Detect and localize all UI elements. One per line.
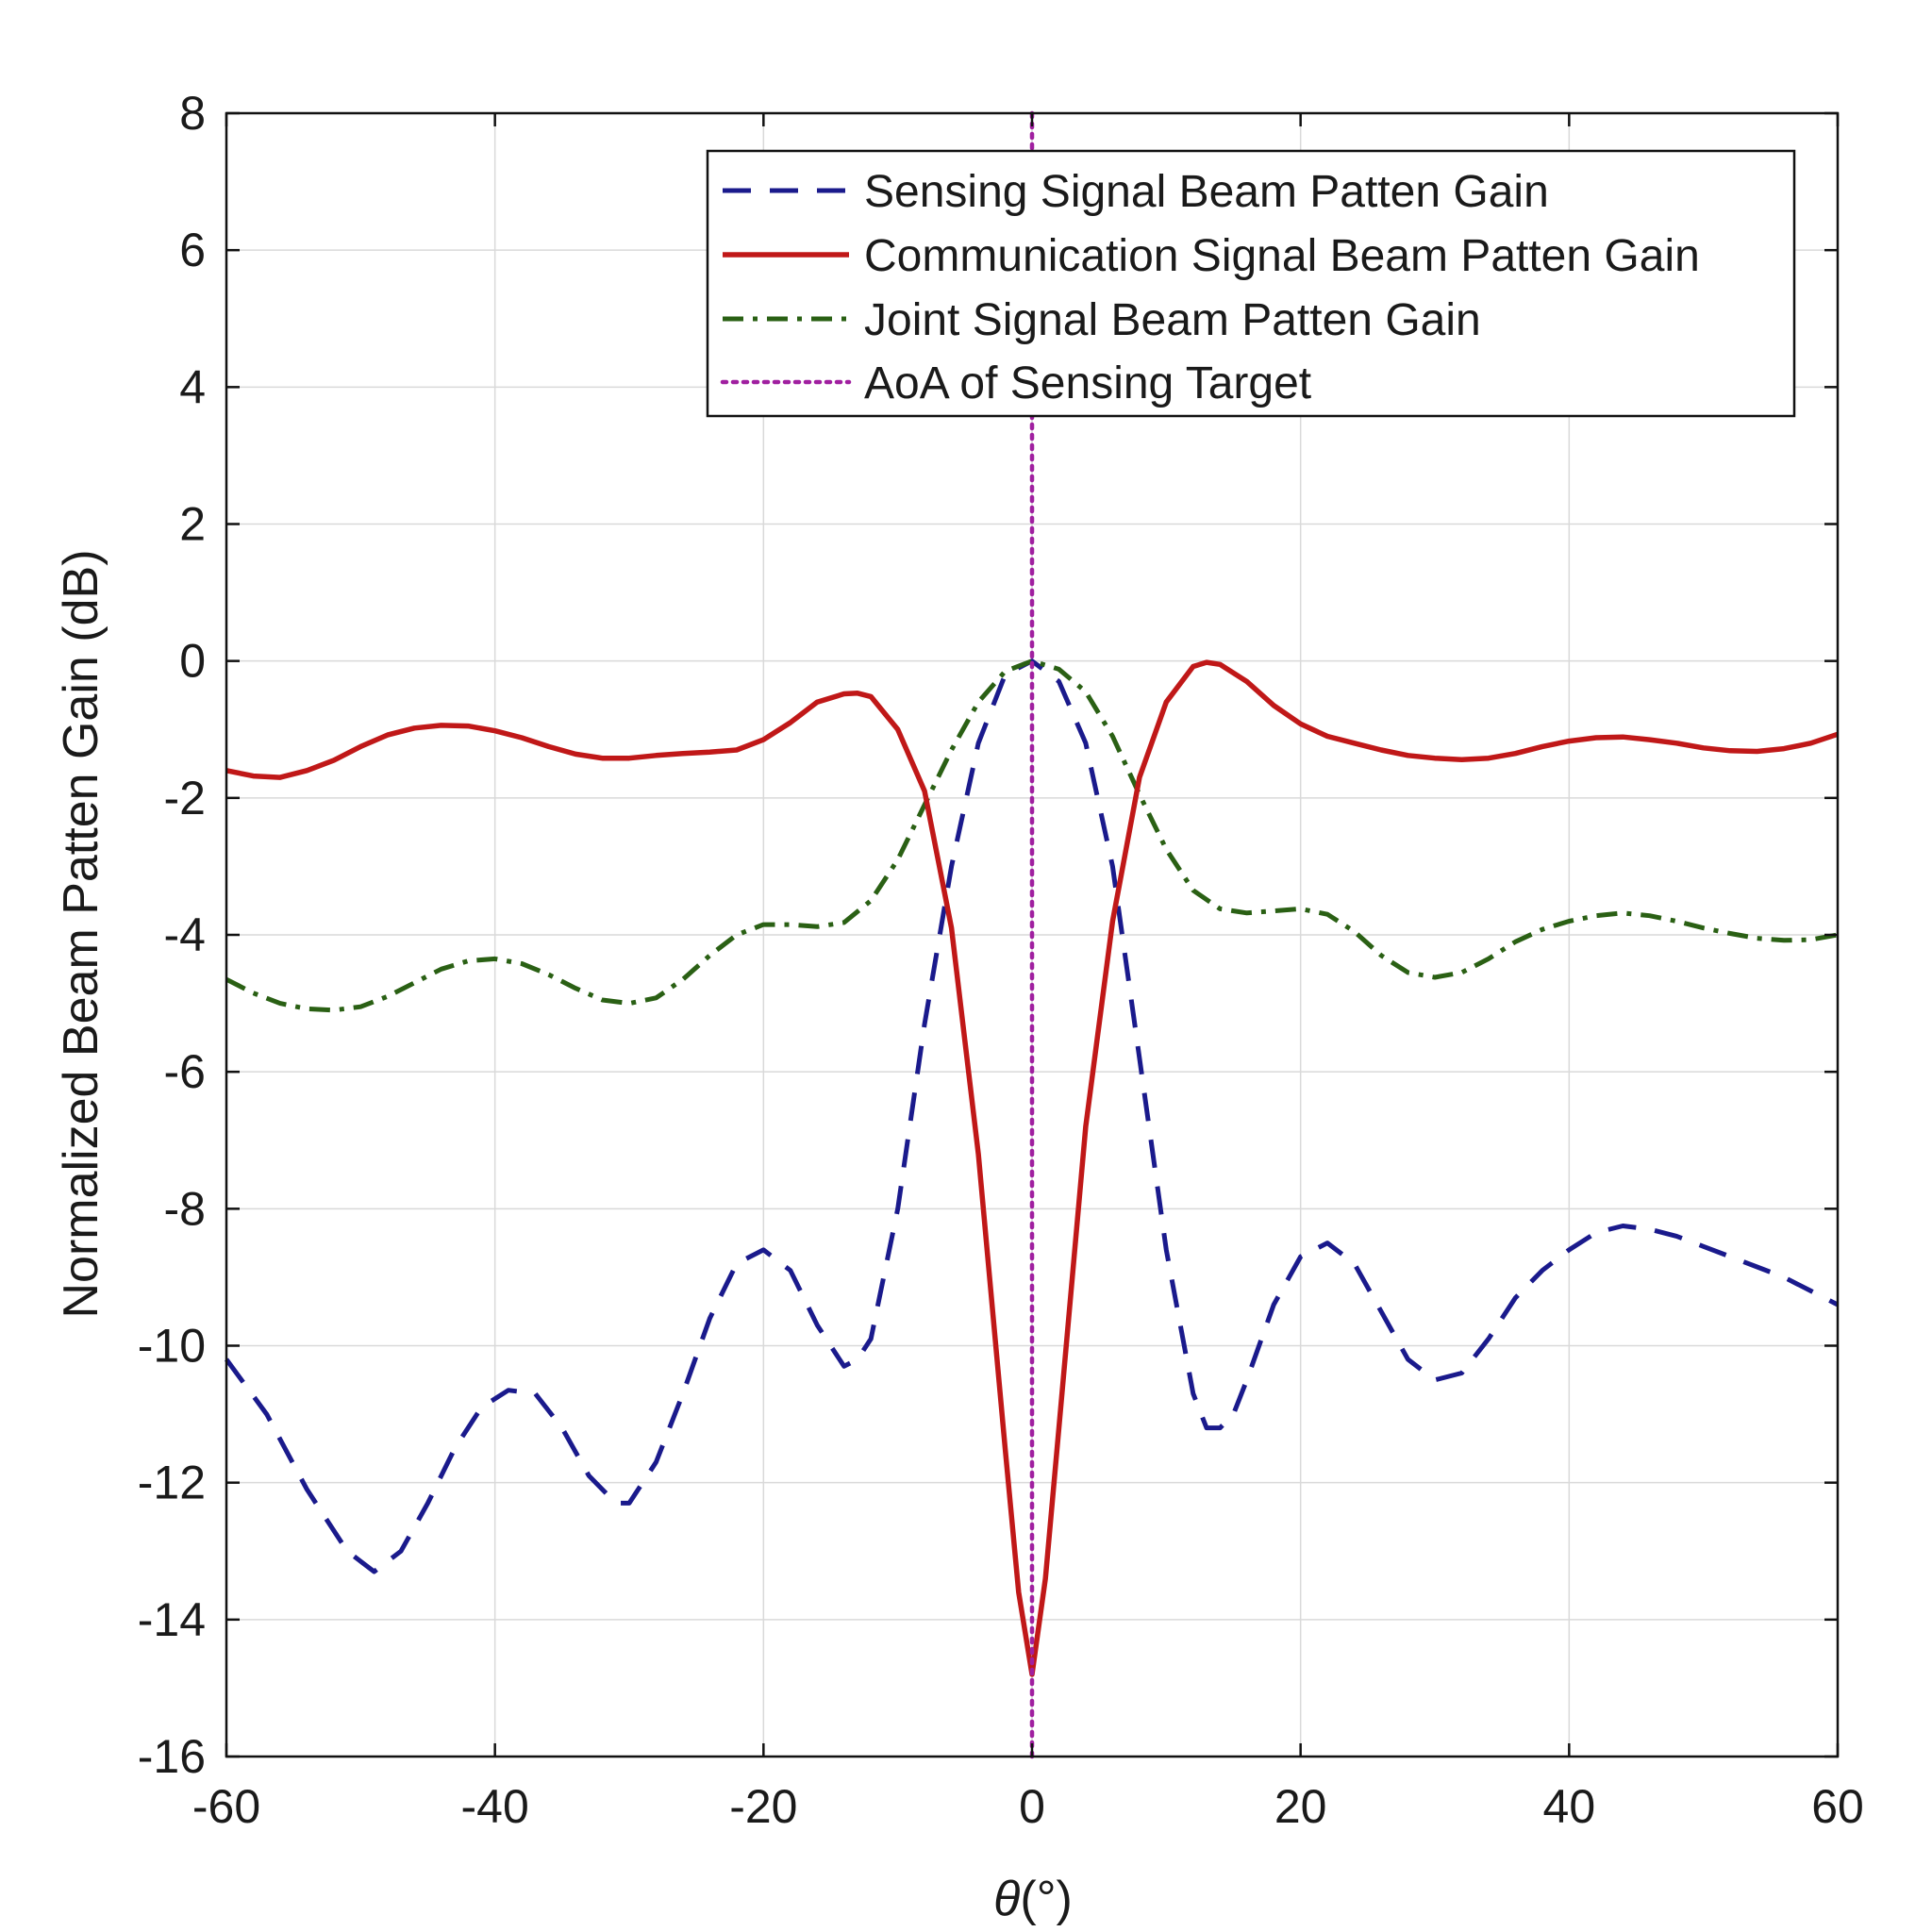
y-tick-label: -4 [164, 908, 206, 961]
y-tick-label: -2 [164, 772, 206, 824]
x-tick-label: -40 [461, 1780, 529, 1833]
x-tick-labels: -60 -40 -20 0 20 40 60 [192, 1780, 1864, 1833]
x-tick-label: -60 [192, 1780, 260, 1833]
y-tick-label: -14 [138, 1593, 206, 1646]
legend-box [706, 149, 1796, 418]
y-tick-label: 0 [179, 635, 206, 688]
x-axis-variable: θ [993, 1872, 1020, 1926]
x-tick-label: 40 [1543, 1780, 1596, 1833]
y-tick-label: 6 [179, 224, 206, 276]
x-tick-label: -20 [729, 1780, 797, 1833]
y-tick-label: -10 [138, 1320, 206, 1373]
y-tick-label: 4 [179, 360, 206, 413]
y-axis-title: Normalized Beam Patten Gain (dB) [54, 549, 108, 1318]
y-tick-label: -8 [164, 1182, 206, 1235]
series-line-1 [224, 658, 1840, 1574]
y-tick-label: 2 [179, 498, 206, 551]
legend: Sensing Signal Beam Patten Gain Communica… [706, 149, 1796, 418]
y-tick-label: 8 [179, 87, 206, 140]
x-tick-label: 20 [1274, 1780, 1327, 1833]
y-tick-label: -12 [138, 1457, 206, 1509]
legend-entries: Sensing Signal Beam Patten Gain Communica… [720, 167, 1700, 408]
x-tick-label: 60 [1811, 1780, 1864, 1833]
y-tick-labels: -16 -14 -12 -10 -8 -6 -4 -2 0 2 4 6 8 [138, 87, 206, 1783]
series-line-3 [225, 658, 1839, 1013]
y-tick-label: -16 [138, 1730, 206, 1783]
x-axis-unit: (°) [1020, 1872, 1072, 1926]
axis-ticks [225, 111, 1840, 1758]
legend-label-1: Sensing Signal Beam Patten Gain [864, 167, 1549, 217]
legend-label-3: Joint Signal Beam Patten Gain [864, 295, 1481, 345]
legend-label-4: AoA of Sensing Target [864, 358, 1311, 408]
x-axis-title: θ(°) [993, 1872, 1073, 1926]
y-tick-label: -6 [164, 1045, 206, 1098]
x-tick-label: 0 [1019, 1780, 1045, 1833]
legend-label-2: Communication Signal Beam Patten Gain [864, 231, 1700, 281]
